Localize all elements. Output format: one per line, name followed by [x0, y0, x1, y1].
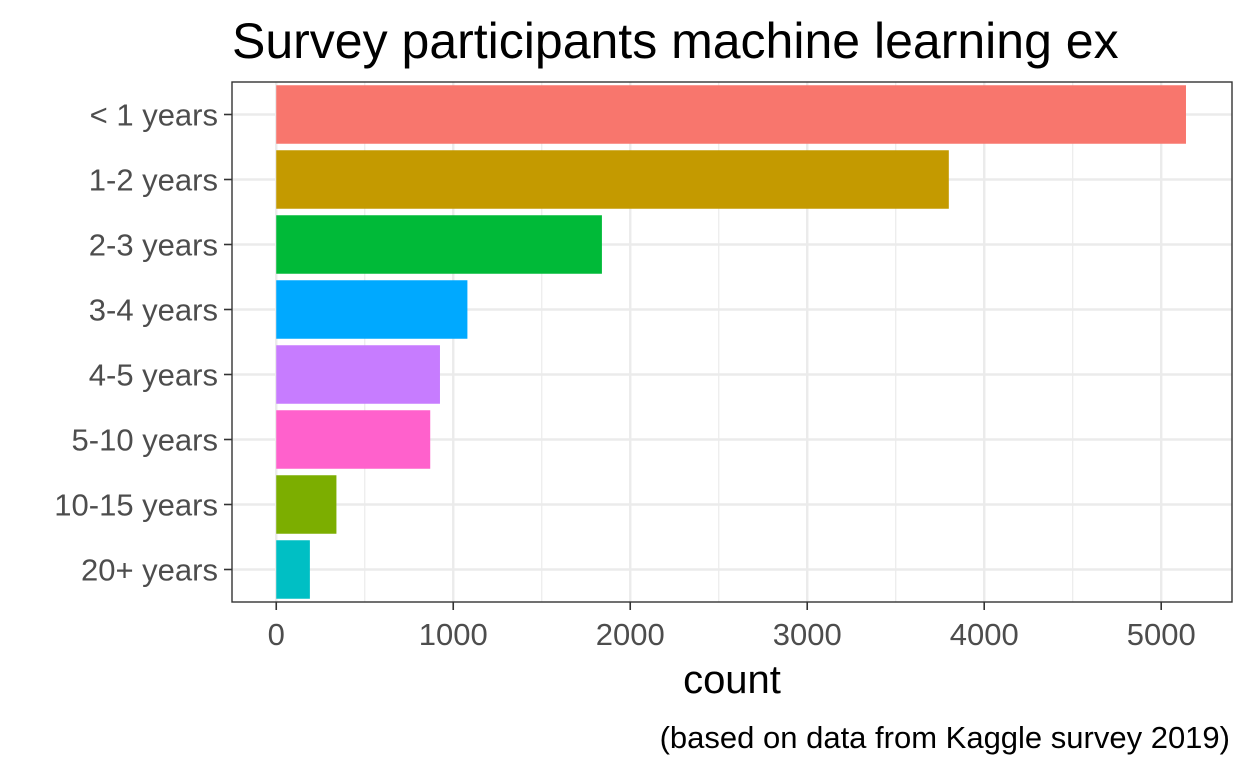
y-tick-label: 10-15 years	[54, 488, 218, 523]
x-axis: 0 1000 2000 3000 4000 5000	[268, 602, 1196, 652]
y-tick-label: 2-3 years	[89, 228, 218, 263]
bar	[276, 475, 337, 534]
y-tick-label: 5-10 years	[72, 423, 218, 458]
bar	[276, 345, 440, 404]
x-tick-label: 1000	[419, 617, 488, 652]
x-tick-label: 4000	[950, 617, 1019, 652]
chart-caption: (based on data from Kaggle survey 2019)	[660, 720, 1230, 755]
bar	[276, 410, 431, 469]
bar	[276, 85, 1186, 144]
y-tick-label: 4-5 years	[89, 358, 218, 393]
y-tick-label: 20+ years	[81, 553, 218, 588]
x-axis-title: count	[683, 658, 781, 702]
y-tick-label: 3-4 years	[89, 293, 218, 328]
x-tick-label: 0	[268, 617, 285, 652]
y-axis: < 1 years 1-2 years 2-3 years 3-4 years 4-5 …	[54, 98, 232, 588]
x-tick-label: 3000	[773, 617, 842, 652]
bar	[276, 280, 468, 339]
x-tick-label: 5000	[1127, 617, 1196, 652]
panel-border	[231, 81, 1233, 603]
bars	[276, 85, 1186, 599]
chart-title: Survey participants machine learning ex	[232, 13, 1119, 69]
y-tick-label: 1-2 years	[89, 163, 218, 198]
bar	[276, 540, 310, 599]
x-tick-label: 2000	[596, 617, 665, 652]
y-tick-label: < 1 years	[90, 98, 218, 133]
bar	[276, 150, 949, 209]
bar	[276, 215, 602, 274]
